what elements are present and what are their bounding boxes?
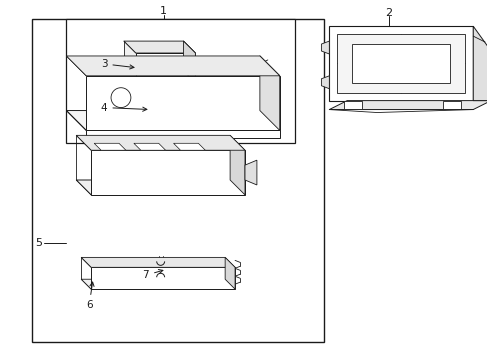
Polygon shape <box>337 34 464 93</box>
Polygon shape <box>76 180 244 195</box>
Polygon shape <box>141 93 168 111</box>
Polygon shape <box>321 41 328 54</box>
Polygon shape <box>183 41 195 83</box>
Polygon shape <box>224 257 235 289</box>
Polygon shape <box>134 143 165 150</box>
Polygon shape <box>94 143 126 150</box>
Polygon shape <box>230 135 244 195</box>
Polygon shape <box>321 76 328 89</box>
Polygon shape <box>91 150 244 195</box>
Bar <box>66 19 294 143</box>
Polygon shape <box>86 130 279 138</box>
Polygon shape <box>259 56 279 130</box>
Polygon shape <box>141 93 176 100</box>
Polygon shape <box>148 100 176 118</box>
Text: 1: 1 <box>160 6 167 16</box>
Polygon shape <box>86 76 279 130</box>
Polygon shape <box>328 100 488 109</box>
Polygon shape <box>123 41 195 53</box>
Polygon shape <box>173 143 205 150</box>
Polygon shape <box>244 160 256 185</box>
Polygon shape <box>66 111 279 130</box>
Text: 6: 6 <box>86 282 94 310</box>
Text: 2: 2 <box>385 8 392 18</box>
Text: 5: 5 <box>35 238 42 248</box>
Bar <box>32 19 324 342</box>
Polygon shape <box>66 56 279 76</box>
Text: 3: 3 <box>101 59 134 69</box>
Polygon shape <box>443 100 460 109</box>
Polygon shape <box>344 100 361 109</box>
Polygon shape <box>81 257 235 267</box>
Text: 7: 7 <box>142 270 163 280</box>
Polygon shape <box>472 26 488 100</box>
Polygon shape <box>351 44 449 83</box>
Polygon shape <box>76 135 244 150</box>
Polygon shape <box>156 261 164 277</box>
Text: 4: 4 <box>101 103 146 113</box>
Circle shape <box>111 88 131 108</box>
Polygon shape <box>123 41 183 71</box>
Polygon shape <box>136 53 195 83</box>
Polygon shape <box>91 267 235 289</box>
Polygon shape <box>168 93 176 118</box>
Polygon shape <box>81 279 235 289</box>
Polygon shape <box>328 26 472 100</box>
